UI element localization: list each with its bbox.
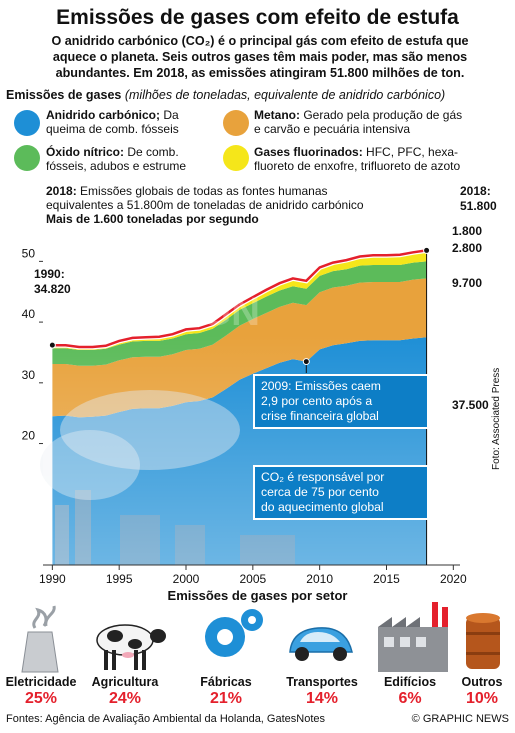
- sector-pct-factories: 21%: [209, 690, 243, 707]
- barrel-icon: [466, 613, 500, 669]
- legend-item-nitrous: Óxido nítrico: De comb. fósseis, adubos …: [46, 145, 246, 173]
- legend-co2-desc1: Da: [160, 108, 179, 122]
- x-tick-label-2020: 2020: [440, 572, 467, 585]
- sector-pct-buildings: 6%: [398, 690, 422, 707]
- x-tick-label-2015: 2015: [373, 572, 400, 585]
- sector-name-transport: Transportes: [286, 675, 358, 689]
- x-tick-label-1990: 1990: [39, 572, 66, 585]
- legend-nitrous-desc1: De comb.: [124, 145, 179, 159]
- header-note-line3: Mais de 1.600 toneladas por segundo: [46, 212, 259, 226]
- sector-name-factories: Fábricas: [200, 675, 252, 689]
- x-tick-label-2005: 2005: [239, 572, 266, 585]
- legend-title-main: Emissões de gases: [6, 88, 122, 102]
- y-tick-label-40: 40: [22, 307, 36, 321]
- callout-crisis-line3: crise financeira global: [261, 409, 379, 423]
- intro-text: O anidrido carbónico (CO₂) é o principal…: [20, 33, 500, 81]
- gears-icon: [205, 609, 263, 657]
- legend-subtitle: (milhões de toneladas, equivalente de an…: [124, 88, 446, 102]
- intro-line-2: aquece o planeta. Seis outros gases têm …: [52, 50, 468, 64]
- nitrous-swatch: [14, 145, 40, 171]
- y-tick-label-50: 50: [22, 246, 36, 260]
- callout-co2-line3: do aquecimento global: [261, 500, 384, 514]
- callout-co2-line2: cerca de 75 por cento: [261, 485, 379, 499]
- page-title: Emissões de gases com efeito de estufa: [56, 6, 459, 29]
- legend-methane-name: Metano:: [254, 108, 300, 122]
- header-note-year: 2018:: [46, 184, 77, 198]
- axes: 20 30 40 50 1990 1995 2000 2005 2010 2015 2020: [22, 246, 467, 585]
- intro-line-3: abundantes. Em 2018, as emissões atingir…: [55, 66, 465, 80]
- sector-name-other: Outros: [461, 675, 503, 689]
- legend-nitrous-desc2: fósseis, adubos e estrume: [46, 159, 187, 173]
- x-tick-label-2010: 2010: [306, 572, 333, 585]
- buildings-icon: [378, 602, 448, 672]
- header-note-line2: equivalentes a 51.800m de toneladas de a…: [46, 198, 364, 212]
- legend-nitrous-name: Óxido nítrico:: [46, 145, 124, 159]
- legend-fluorinated-desc1: HFC, PFC, hexa-: [362, 145, 459, 159]
- label-fluorinated-end: 1.800: [452, 224, 483, 238]
- header-note-text1: Emissões globais de todas as fontes huma…: [76, 184, 328, 198]
- sector-title: Emissões de gases por setor: [167, 588, 348, 603]
- total-emissions-line: [52, 249, 427, 349]
- callout-crisis-line2: 2,9 por cento após a: [261, 394, 373, 408]
- legend-fluorinated-desc2: fluoreto de enxofre, trifluoreto de azot…: [254, 159, 461, 173]
- header-note-line1: 2018: Emissões globais de todas as fonte…: [46, 184, 426, 198]
- car-icon: [289, 627, 353, 661]
- label-methane-end: 9.700: [452, 276, 483, 290]
- x-tick-label-1995: 1995: [106, 572, 133, 585]
- footer-copyright: © GRAPHIC NEWS: [411, 713, 509, 725]
- callout-crisis-line1: 2009: Emissões caem: [261, 379, 381, 393]
- photo-haze: [43, 335, 432, 565]
- start-annotation: 1990: 34.820: [34, 267, 71, 297]
- end-value-label: 51.800: [460, 199, 497, 213]
- area-series-2: [52, 261, 427, 366]
- sector-name-agriculture: Agricultura: [91, 675, 159, 689]
- total-line: [52, 247, 427, 350]
- legend-item-co2: Anidrido carbónico; Da queima de comb. f…: [46, 108, 246, 136]
- x-tick-label-2000: 2000: [173, 572, 200, 585]
- watermark-logo: GN: [200, 290, 260, 334]
- legend-co2-name: Anidrido carbónico;: [46, 108, 160, 122]
- sector-pct-electricity: 25%: [24, 690, 58, 707]
- area-series-3: [52, 250, 427, 350]
- legend-item-fluorinated: Gases fluorinados: HFC, PFC, hexa- fluor…: [254, 145, 514, 173]
- header-note: 2018: Emissões globais de todas as fonte…: [46, 184, 426, 226]
- co2-swatch: [14, 110, 40, 136]
- end-year-label: 2018:: [460, 184, 491, 198]
- end-marker: [423, 246, 431, 254]
- methane-swatch: [223, 110, 249, 136]
- start-year-label: 1990:: [34, 267, 65, 281]
- sector-name-buildings: Edifícios: [383, 675, 437, 689]
- legend-title: Emissões de gases (milhões de toneladas,…: [6, 88, 445, 102]
- industrial-photo-overlay: [40, 335, 432, 565]
- callout-crisis: 2009: Emissões caem 2,9 por cento após a…: [253, 374, 429, 429]
- sector-pct-transport: 14%: [305, 690, 339, 707]
- y-tick-label-30: 30: [22, 368, 36, 382]
- power-plant-icon: [21, 605, 59, 673]
- y-tick-label-20: 20: [22, 429, 36, 443]
- end-annotation: 2018: 51.800: [460, 184, 497, 214]
- sector-icons: [21, 602, 500, 673]
- legend-co2-desc2: queima de comb. fósseis: [46, 122, 179, 136]
- sector-name-electricity: Eletricidade: [5, 675, 77, 689]
- sector-pct-agriculture: 24%: [108, 690, 142, 707]
- start-marker: [48, 341, 56, 349]
- photo-credit: Foto: Associated Press: [491, 367, 502, 470]
- crisis-marker: [302, 358, 310, 366]
- intro-line-1: O anidrido carbónico (CO₂) é o principal…: [51, 34, 469, 48]
- label-nitrous-end: 2.800: [452, 241, 483, 255]
- start-value-label: 34.820: [34, 282, 71, 296]
- legend-item-methane: Metano: Gerado pela produção de gás e ca…: [254, 108, 514, 136]
- cow-icon: [96, 624, 166, 670]
- fluorinated-swatch: [223, 145, 249, 171]
- legend-methane-desc1: Gerado pela produção de gás: [300, 108, 463, 122]
- callout-co2: CO₂ é responsável por cerca de 75 por ce…: [253, 465, 429, 520]
- legend-fluorinated-name: Gases fluorinados:: [254, 145, 363, 159]
- callout-co2-line1: CO₂ é responsável por: [261, 470, 385, 484]
- legend-methane-desc2: e carvão e pecuária intensiva: [254, 122, 411, 136]
- sector-pct-other: 10%: [465, 690, 499, 707]
- footer-sources: Fontes: Agência de Avaliação Ambiental d…: [6, 713, 326, 725]
- label-co2-end: 37.500: [452, 398, 489, 412]
